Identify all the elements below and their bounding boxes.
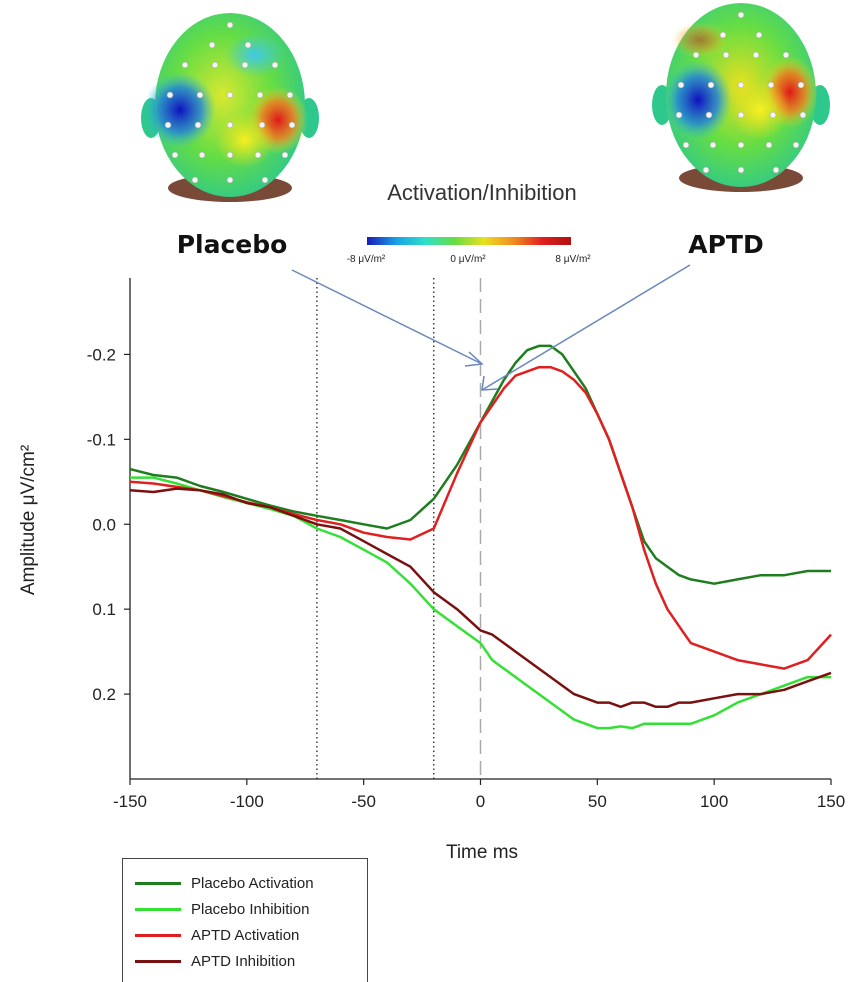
y-tick-label: 0.2 (92, 685, 116, 704)
electrode-dot (181, 61, 189, 69)
electrode-dot (191, 176, 199, 184)
electrode-dot (755, 31, 763, 39)
x-axis-title: Time ms (446, 842, 518, 863)
electrode-dot (737, 11, 745, 19)
legend-item: APTD Activation (123, 923, 367, 947)
legend-item: Placebo Inhibition (123, 897, 367, 921)
aptd-arrow (481, 264, 691, 391)
legend-swatch (135, 959, 181, 963)
electrode-dot (677, 81, 685, 89)
electrode-dot (737, 141, 745, 149)
plot-area: -150 -100 -50 0 50 100 150 -0.2 -0.1 0.0 0.1 0.2 (87, 278, 845, 811)
electrode-dot (709, 141, 717, 149)
aptd-label: APTD (688, 230, 763, 259)
legend-swatch (135, 881, 181, 885)
legend: Placebo Activation Placebo Inhibition AP… (122, 858, 368, 982)
aptd-arrowhead (481, 375, 499, 391)
x-tick-label: 150 (817, 792, 845, 811)
legend-label: APTD Activation (191, 926, 300, 944)
colorbar-mid-label: 0 μV/m² (450, 254, 486, 265)
legend-item: APTD Inhibition (123, 949, 367, 973)
x-tick-label: -50 (351, 792, 376, 811)
electrode-dot (254, 151, 262, 159)
y-tick-label: 0.0 (92, 515, 116, 534)
electrode-dot (799, 111, 807, 119)
electrode-dot (241, 61, 249, 69)
electrode-dot (705, 111, 713, 119)
electrode-dot (797, 81, 805, 89)
legend-label: Placebo Activation (191, 874, 314, 892)
placebo-head-map (141, 13, 319, 202)
electrode-dot (258, 121, 266, 129)
electrode-dot (737, 166, 745, 174)
colorbar-min-label: -8 μV/m² (347, 254, 386, 265)
x-tick-label: 0 (476, 792, 485, 811)
legend-swatch (135, 933, 181, 937)
electrode-dot (226, 151, 234, 159)
electrode-dot (171, 151, 179, 159)
electrode-dot (752, 51, 760, 59)
x-tick-label: 50 (588, 792, 607, 811)
electrode-dot (244, 41, 252, 49)
series-line (129, 487, 832, 709)
electrode-dot (737, 111, 745, 119)
electrode-dot (769, 111, 777, 119)
x-tick-label: -100 (230, 792, 264, 811)
y-tick-label: 0.1 (92, 600, 116, 619)
electrode-dot (166, 91, 174, 99)
electrode-dot (719, 31, 727, 39)
aptd-head-map (652, 3, 830, 192)
electrode-dot (722, 51, 730, 59)
electrode-dot (702, 166, 710, 174)
electrode-dot (286, 91, 294, 99)
electrode-dot (682, 141, 690, 149)
legend-label: APTD Inhibition (191, 952, 296, 970)
colorbar (367, 237, 571, 245)
placebo-arrowhead (464, 351, 484, 367)
electrode-dot (211, 61, 219, 69)
electrode-dot (782, 51, 790, 59)
electrode-dot (675, 111, 683, 119)
electrode-dot (261, 176, 269, 184)
electrode-dot (707, 81, 715, 89)
electrode-dot (226, 21, 234, 29)
electrode-dot (767, 81, 775, 89)
electrode-dot (198, 151, 206, 159)
head-map-title: Activation/Inhibition (387, 180, 577, 205)
label-arrows (291, 264, 691, 391)
electrode-dot (271, 61, 279, 69)
legend-swatch (135, 907, 181, 911)
y-tick-label: -0.1 (87, 430, 116, 449)
electrode-dot (792, 141, 800, 149)
electrode-dot (692, 51, 700, 59)
electrode-dot (288, 121, 296, 129)
electrode-dot (196, 91, 204, 99)
electrode-dot (226, 121, 234, 129)
electrode-dot (194, 121, 202, 129)
electrode-dot (772, 166, 780, 174)
x-tick-label: 100 (700, 792, 728, 811)
legend-label: Placebo Inhibition (191, 900, 310, 918)
placebo-arrow (291, 269, 483, 365)
x-tick-label: -150 (113, 792, 147, 811)
electrode-dot (164, 121, 172, 129)
series-line (129, 344, 831, 585)
electrode-dot (765, 141, 773, 149)
electrode-dot (208, 41, 216, 49)
placebo-label: Placebo (177, 230, 288, 259)
y-tick-label: -0.2 (87, 345, 116, 364)
electrode-dot (281, 151, 289, 159)
electrode-dot (226, 176, 234, 184)
electrode-dot (226, 91, 234, 99)
y-axis-title: Amplitude μV/cm² (18, 445, 39, 595)
legend-item: Placebo Activation (123, 871, 367, 895)
electrode-dot (737, 81, 745, 89)
colorbar-max-label: 8 μV/m² (555, 254, 591, 265)
electrode-dot (256, 91, 264, 99)
